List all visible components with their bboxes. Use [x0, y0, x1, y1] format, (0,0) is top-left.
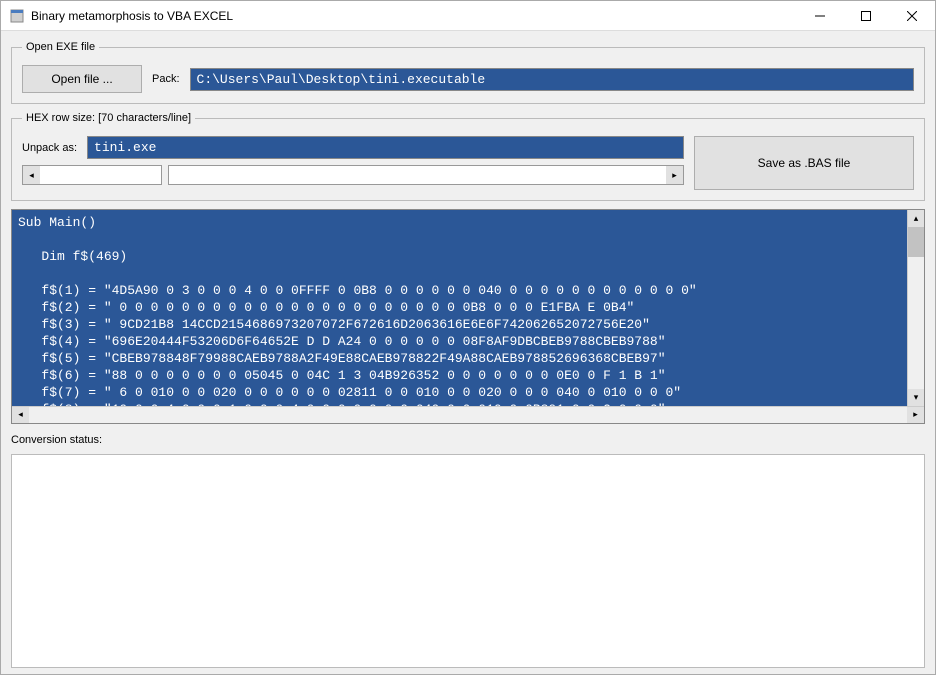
app-icon [9, 8, 25, 24]
main-window: Binary metamorphosis to VBA EXCEL Open E… [0, 0, 936, 675]
pack-path-field[interactable]: C:\Users\Paul\Desktop\tini.executable [190, 68, 914, 91]
pack-label: Pack: [152, 73, 180, 85]
titlebar: Binary metamorphosis to VBA EXCEL [1, 1, 935, 31]
maximize-button[interactable] [843, 1, 889, 30]
hex-scroll-1[interactable]: ◂ [22, 165, 162, 185]
minimize-button[interactable] [797, 1, 843, 30]
unpack-label: Unpack as: [22, 142, 77, 154]
hex-group: HEX row size: [70 characters/line] Unpac… [11, 112, 925, 201]
code-textarea[interactable]: Sub Main() Dim f$(469) f$(1) = "4D5A90 0… [12, 210, 907, 406]
open-exe-group: Open EXE file Open file ... Pack: C:\Use… [11, 41, 925, 104]
scroll-up-icon[interactable]: ▴ [908, 210, 924, 227]
client-area: Open EXE file Open file ... Pack: C:\Use… [1, 31, 935, 674]
code-container: Sub Main() Dim f$(469) f$(1) = "4D5A90 0… [11, 209, 925, 424]
scroll-down-icon[interactable]: ▾ [908, 389, 924, 406]
window-title: Binary metamorphosis to VBA EXCEL [31, 9, 797, 23]
open-row: Open file ... Pack: C:\Users\Paul\Deskto… [22, 65, 914, 93]
vscroll-thumb[interactable] [908, 227, 924, 257]
status-label: Conversion status: [11, 434, 102, 446]
open-file-button[interactable]: Open file ... [22, 65, 142, 93]
hex-scroll-2[interactable]: ▸ [168, 165, 684, 185]
code-vscroll[interactable]: ▴ ▾ [907, 210, 924, 406]
code-scroll-left-icon[interactable]: ◂ [12, 407, 29, 423]
scroll-right-icon[interactable]: ▸ [666, 166, 683, 184]
unpack-field[interactable]: tini.exe [87, 136, 684, 159]
code-hscroll[interactable]: ◂ ▸ [12, 406, 924, 423]
window-buttons [797, 1, 935, 30]
save-bas-button[interactable]: Save as .BAS file [694, 136, 914, 190]
scroll-left-icon[interactable]: ◂ [23, 166, 40, 184]
hex-legend: HEX row size: [70 characters/line] [22, 112, 195, 124]
close-button[interactable] [889, 1, 935, 30]
open-exe-legend: Open EXE file [22, 41, 99, 53]
status-row: Conversion status: [11, 432, 925, 446]
status-progress [11, 454, 925, 669]
code-scroll-right-icon[interactable]: ▸ [907, 407, 924, 423]
